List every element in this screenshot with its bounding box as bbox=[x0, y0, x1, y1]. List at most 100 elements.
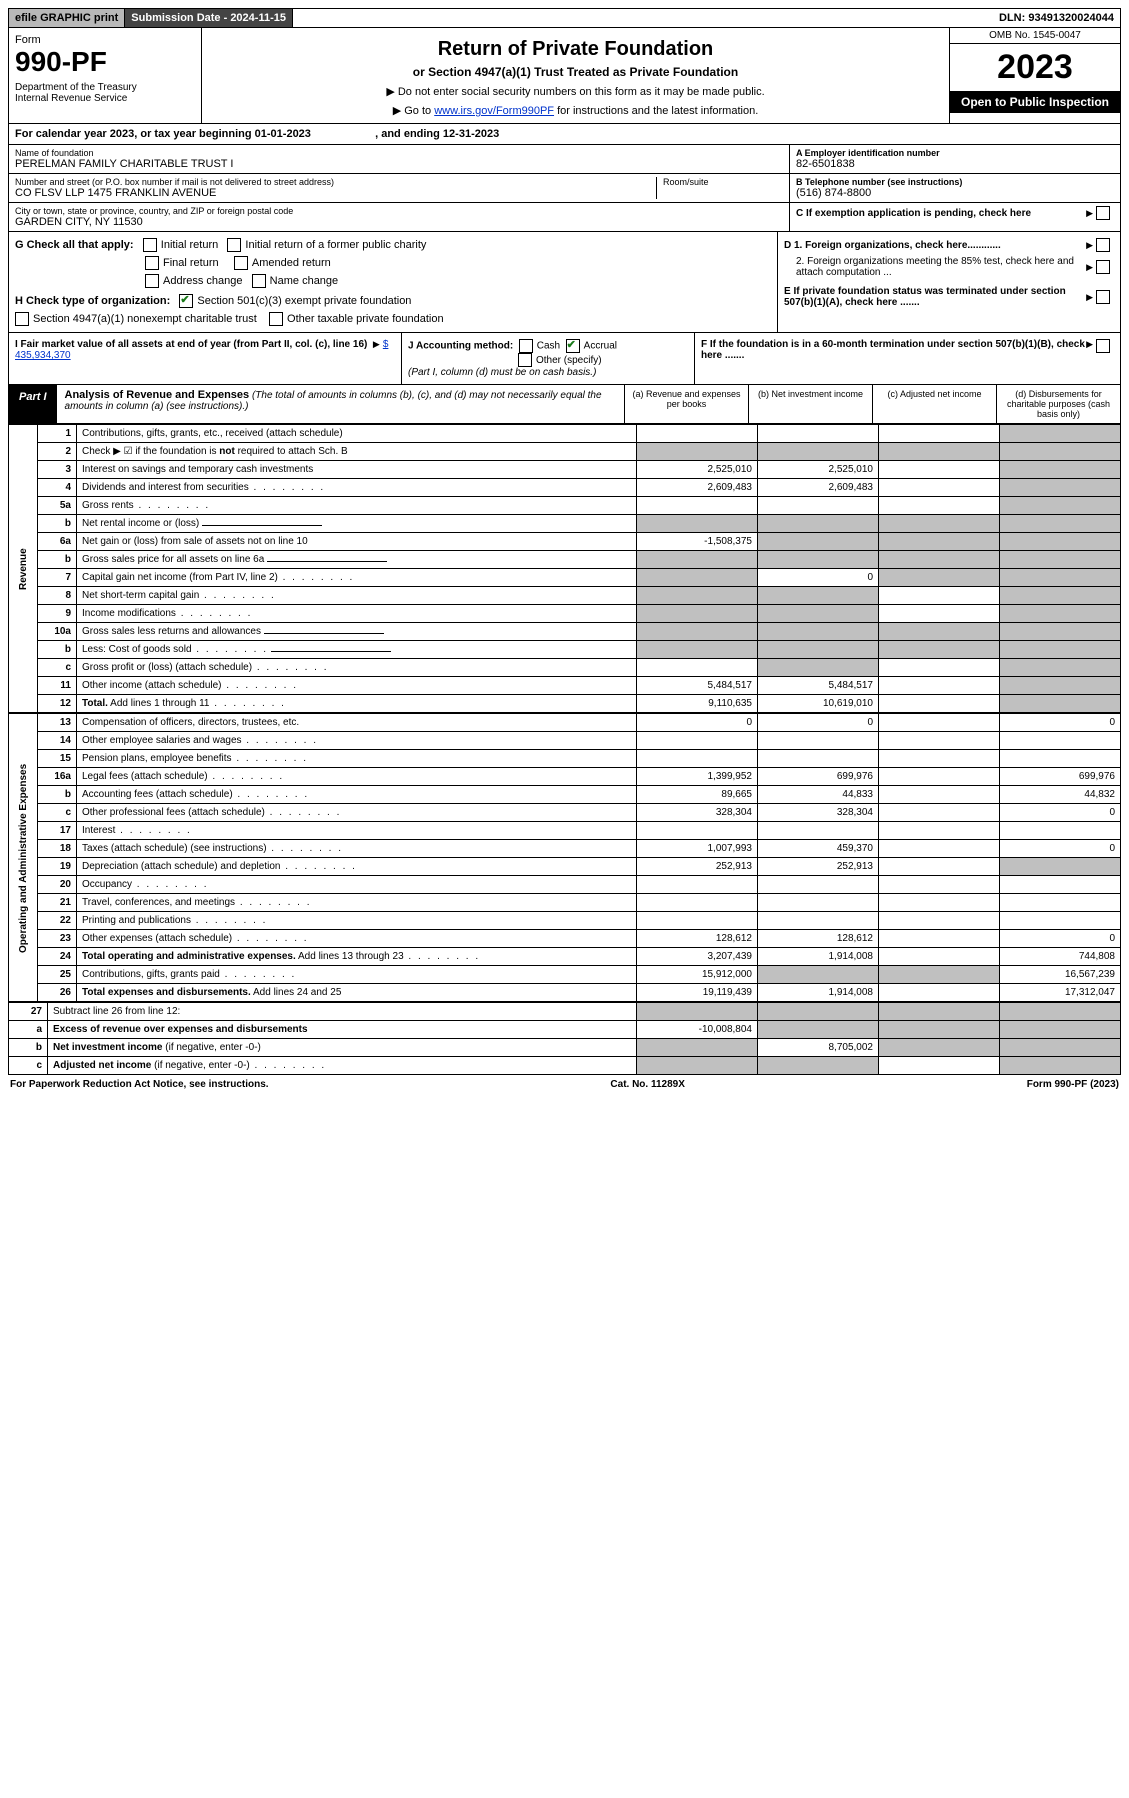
form-title: Return of Private Foundation bbox=[208, 38, 943, 61]
address-label: Number and street (or P.O. box number if… bbox=[15, 177, 656, 187]
cell-b bbox=[758, 533, 879, 551]
expenses-table: Operating and Administrative Expenses13C… bbox=[8, 713, 1121, 1002]
cell-a: 252,913 bbox=[637, 858, 758, 876]
cell-a: 3,207,439 bbox=[637, 948, 758, 966]
cell-b: 44,833 bbox=[758, 786, 879, 804]
f-label: F If the foundation is in a 60-month ter… bbox=[701, 339, 1085, 361]
cell-a bbox=[637, 894, 758, 912]
footer-left: For Paperwork Reduction Act Notice, see … bbox=[10, 1079, 269, 1090]
cell-b bbox=[758, 587, 879, 605]
d2-checkbox[interactable] bbox=[1096, 260, 1110, 274]
line-number: 3 bbox=[38, 461, 77, 479]
cell-b: 8,705,002 bbox=[758, 1039, 879, 1057]
cell-c bbox=[879, 966, 1000, 984]
cell-d bbox=[1000, 876, 1121, 894]
line-desc: Contributions, gifts, grants paid bbox=[77, 966, 637, 984]
line-desc: Accounting fees (attach schedule) bbox=[77, 786, 637, 804]
cell-b bbox=[758, 1057, 879, 1075]
line-desc: Subtract line 26 from line 12: bbox=[48, 1003, 637, 1021]
cell-a bbox=[637, 1057, 758, 1075]
cell-a bbox=[637, 912, 758, 930]
cell-c bbox=[879, 822, 1000, 840]
line-desc: Excess of revenue over expenses and disb… bbox=[48, 1021, 637, 1039]
cell-a: 2,525,010 bbox=[637, 461, 758, 479]
initial-return-checkbox[interactable] bbox=[143, 238, 157, 252]
final-return-checkbox[interactable] bbox=[145, 256, 159, 270]
city: GARDEN CITY, NY 11530 bbox=[15, 216, 783, 228]
cell-a: 89,665 bbox=[637, 786, 758, 804]
line-number: b bbox=[38, 786, 77, 804]
cell-d bbox=[1000, 912, 1121, 930]
line-number: a bbox=[9, 1021, 48, 1039]
f-checkbox[interactable] bbox=[1096, 339, 1110, 353]
cell-d bbox=[1000, 569, 1121, 587]
cell-d bbox=[1000, 587, 1121, 605]
cell-c bbox=[879, 1021, 1000, 1039]
cell-d bbox=[1000, 822, 1121, 840]
irs-link[interactable]: www.irs.gov/Form990PF bbox=[434, 105, 554, 117]
line-number: 22 bbox=[38, 912, 77, 930]
cell-b: 252,913 bbox=[758, 858, 879, 876]
exemption-pending-checkbox[interactable] bbox=[1096, 206, 1110, 220]
line-desc: Adjusted net income (if negative, enter … bbox=[48, 1057, 637, 1075]
initial-former-checkbox[interactable] bbox=[227, 238, 241, 252]
line-number: c bbox=[38, 659, 77, 677]
line-desc: Travel, conferences, and meetings bbox=[77, 894, 637, 912]
efile-label[interactable]: efile GRAPHIC print bbox=[9, 9, 125, 27]
cell-d bbox=[1000, 894, 1121, 912]
exemption-pending-label: C If exemption application is pending, c… bbox=[796, 208, 1086, 219]
amended-return-checkbox[interactable] bbox=[234, 256, 248, 270]
e-label: E If private foundation status was termi… bbox=[784, 286, 1066, 308]
cash-checkbox[interactable] bbox=[519, 339, 533, 353]
501c3-checkbox[interactable] bbox=[179, 294, 193, 308]
line-desc: Less: Cost of goods sold bbox=[77, 641, 637, 659]
d1-checkbox[interactable] bbox=[1096, 238, 1110, 252]
accrual-checkbox[interactable] bbox=[566, 339, 580, 353]
arrow-icon bbox=[1086, 208, 1096, 219]
cell-b bbox=[758, 497, 879, 515]
cell-b: 10,619,010 bbox=[758, 695, 879, 713]
city-label: City or town, state or province, country… bbox=[15, 206, 783, 216]
top-bar: efile GRAPHIC print Submission Date - 20… bbox=[8, 8, 1121, 28]
ein-label: A Employer identification number bbox=[796, 148, 1114, 158]
line-desc: Other income (attach schedule) bbox=[77, 677, 637, 695]
cell-a bbox=[637, 822, 758, 840]
address: CO FLSV LLP 1475 FRANKLIN AVENUE bbox=[15, 187, 656, 199]
cell-c bbox=[879, 804, 1000, 822]
line-desc: Taxes (attach schedule) (see instruction… bbox=[77, 840, 637, 858]
line-number: c bbox=[38, 804, 77, 822]
cell-d bbox=[1000, 497, 1121, 515]
cell-b bbox=[758, 515, 879, 533]
address-change-checkbox[interactable] bbox=[145, 274, 159, 288]
side-label: Operating and Administrative Expenses bbox=[9, 714, 38, 1002]
tax-year: 2023 bbox=[950, 44, 1120, 91]
footer-right: Form 990-PF (2023) bbox=[1027, 1079, 1119, 1090]
open-to-public: Open to Public Inspection bbox=[950, 91, 1120, 113]
name-change-checkbox[interactable] bbox=[252, 274, 266, 288]
line-number: 4 bbox=[38, 479, 77, 497]
line-desc: Contributions, gifts, grants, etc., rece… bbox=[77, 425, 637, 443]
line-number: b bbox=[9, 1039, 48, 1057]
cell-d bbox=[1000, 479, 1121, 497]
other-taxable-checkbox[interactable] bbox=[269, 312, 283, 326]
cell-a: 19,119,439 bbox=[637, 984, 758, 1002]
i-label: I Fair market value of all assets at end… bbox=[15, 339, 367, 350]
cell-d: 0 bbox=[1000, 714, 1121, 732]
cell-c bbox=[879, 695, 1000, 713]
4947-checkbox[interactable] bbox=[15, 312, 29, 326]
line-desc: Other employee salaries and wages bbox=[77, 732, 637, 750]
line-number: 24 bbox=[38, 948, 77, 966]
department: Department of the Treasury Internal Reve… bbox=[15, 82, 195, 104]
line-desc: Dividends and interest from securities bbox=[77, 479, 637, 497]
cell-a bbox=[637, 551, 758, 569]
cell-d bbox=[1000, 1021, 1121, 1039]
cell-a: 15,912,000 bbox=[637, 966, 758, 984]
e-checkbox[interactable] bbox=[1096, 290, 1110, 304]
cell-c bbox=[879, 732, 1000, 750]
cell-a: -10,008,804 bbox=[637, 1021, 758, 1039]
line-desc: Interest on savings and temporary cash i… bbox=[77, 461, 637, 479]
cell-a bbox=[637, 641, 758, 659]
cell-c bbox=[879, 930, 1000, 948]
part1-label: Part I bbox=[9, 385, 57, 423]
other-method-checkbox[interactable] bbox=[518, 353, 532, 367]
